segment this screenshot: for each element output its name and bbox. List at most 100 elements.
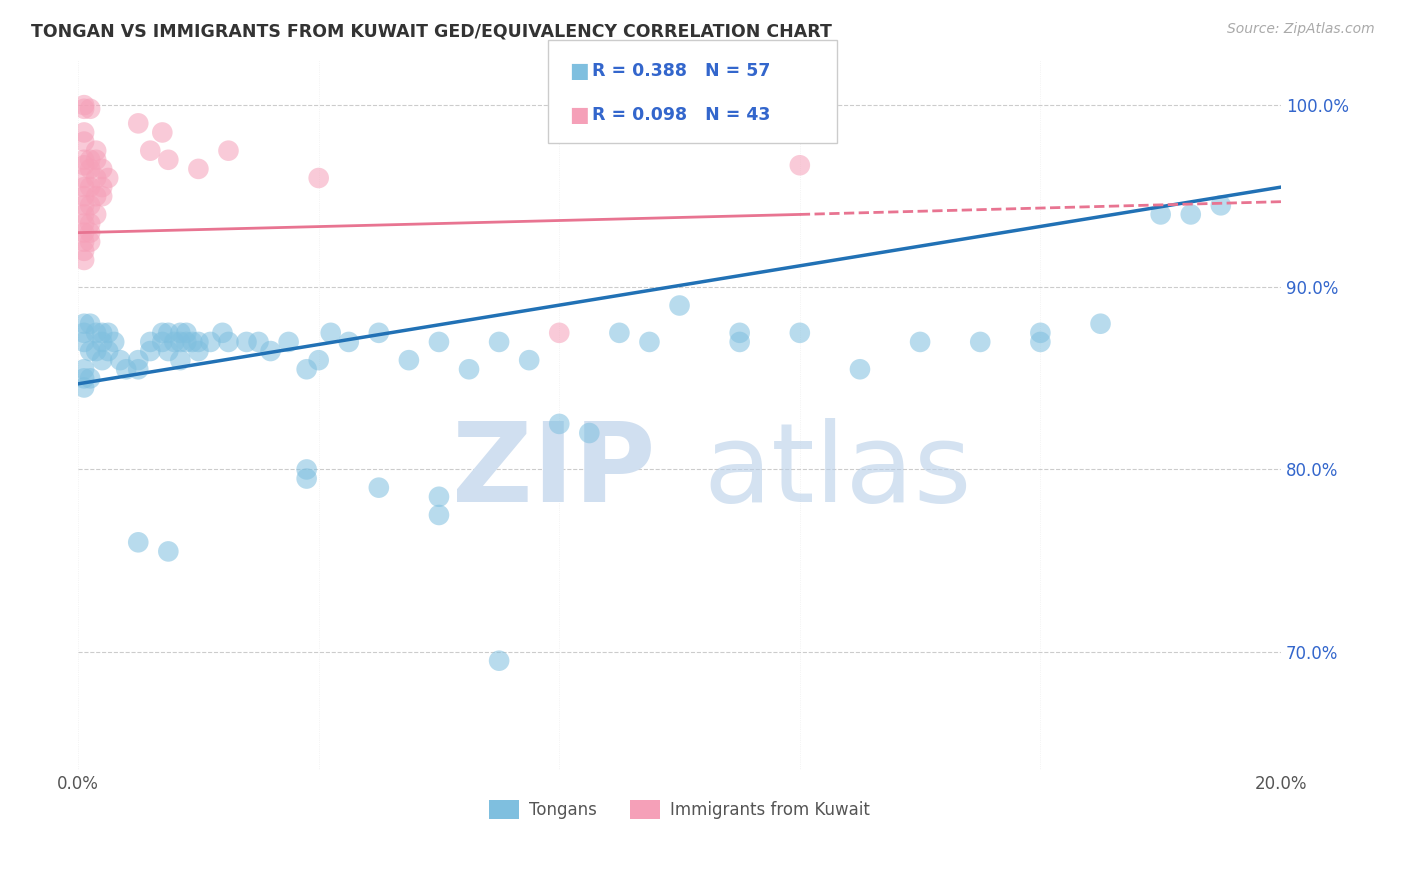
Point — [79, 317, 101, 331]
Point — [163, 334, 186, 349]
Point — [1029, 334, 1052, 349]
Point — [91, 334, 114, 349]
Point — [73, 180, 96, 194]
Point — [295, 462, 318, 476]
Text: Source: ZipAtlas.com: Source: ZipAtlas.com — [1227, 22, 1375, 37]
Point — [73, 235, 96, 249]
Point — [79, 235, 101, 249]
Point — [91, 161, 114, 176]
Point — [73, 362, 96, 376]
Point — [1209, 198, 1232, 212]
Point — [319, 326, 342, 340]
Point — [91, 180, 114, 194]
Point — [187, 161, 209, 176]
Point — [73, 171, 96, 186]
Point — [73, 102, 96, 116]
Point — [277, 334, 299, 349]
Point — [84, 344, 107, 359]
Point — [1150, 207, 1173, 221]
Point — [235, 334, 257, 349]
Point — [789, 158, 811, 172]
Point — [908, 334, 931, 349]
Point — [488, 654, 510, 668]
Point — [139, 334, 162, 349]
Text: TONGAN VS IMMIGRANTS FROM KUWAIT GED/EQUIVALENCY CORRELATION CHART: TONGAN VS IMMIGRANTS FROM KUWAIT GED/EQU… — [31, 22, 832, 40]
Point — [157, 153, 180, 167]
Point — [427, 334, 450, 349]
Point — [79, 153, 101, 167]
Point — [73, 217, 96, 231]
Point — [578, 425, 600, 440]
Point — [79, 161, 101, 176]
Text: ZIP: ZIP — [453, 418, 655, 525]
Point — [73, 135, 96, 149]
Point — [176, 326, 198, 340]
Point — [969, 334, 991, 349]
Point — [79, 102, 101, 116]
Point — [150, 334, 173, 349]
Text: atlas: atlas — [703, 418, 972, 525]
Point — [728, 326, 751, 340]
Point — [259, 344, 281, 359]
Text: ■: ■ — [569, 105, 589, 125]
Point — [609, 326, 631, 340]
Point — [187, 334, 209, 349]
Point — [84, 326, 107, 340]
Point — [115, 362, 138, 376]
Point — [157, 544, 180, 558]
Point — [295, 362, 318, 376]
Point — [638, 334, 661, 349]
Point — [217, 144, 239, 158]
Point — [73, 226, 96, 240]
Point — [181, 334, 204, 349]
Point — [79, 344, 101, 359]
Point — [157, 344, 180, 359]
Point — [157, 326, 180, 340]
Point — [91, 189, 114, 203]
Point — [79, 198, 101, 212]
Point — [398, 353, 420, 368]
Point — [97, 344, 120, 359]
Point — [150, 326, 173, 340]
Point — [73, 158, 96, 172]
Point — [73, 326, 96, 340]
Point — [728, 334, 751, 349]
Point — [73, 98, 96, 112]
Point — [73, 334, 96, 349]
Point — [150, 125, 173, 139]
Point — [427, 508, 450, 522]
Point — [139, 144, 162, 158]
Point — [211, 326, 233, 340]
Point — [548, 326, 571, 340]
Point — [187, 344, 209, 359]
Point — [79, 180, 101, 194]
Point — [247, 334, 270, 349]
Point — [79, 371, 101, 385]
Point — [103, 334, 125, 349]
Point — [488, 334, 510, 349]
Point — [139, 344, 162, 359]
Point — [1029, 326, 1052, 340]
Point — [127, 362, 149, 376]
Text: R = 0.388   N = 57: R = 0.388 N = 57 — [592, 62, 770, 79]
Point — [367, 326, 389, 340]
Point — [73, 153, 96, 167]
Point — [79, 217, 101, 231]
Text: ■: ■ — [569, 61, 589, 81]
Point — [308, 171, 330, 186]
Point — [127, 353, 149, 368]
Point — [84, 144, 107, 158]
Point — [127, 535, 149, 549]
Point — [91, 326, 114, 340]
Point — [73, 244, 96, 258]
Point — [73, 189, 96, 203]
Point — [176, 334, 198, 349]
Point — [84, 207, 107, 221]
Point — [73, 371, 96, 385]
Point — [458, 362, 481, 376]
Point — [169, 326, 191, 340]
Point — [73, 380, 96, 394]
Point — [110, 353, 132, 368]
Point — [97, 171, 120, 186]
Point — [73, 125, 96, 139]
